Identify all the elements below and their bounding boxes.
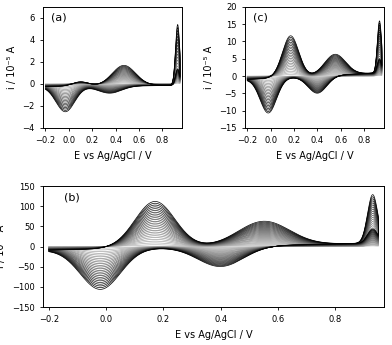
Text: (b): (b) (64, 192, 79, 202)
X-axis label: E vs Ag/AgCl / V: E vs Ag/AgCl / V (276, 151, 353, 161)
Y-axis label: i / 10⁻⁶ A: i / 10⁻⁶ A (0, 225, 7, 268)
Y-axis label: i / 10⁻⁵ A: i / 10⁻⁵ A (203, 46, 214, 89)
X-axis label: E vs Ag/AgCl / V: E vs Ag/AgCl / V (175, 330, 252, 340)
Text: (a): (a) (51, 13, 67, 23)
Text: (c): (c) (253, 13, 268, 23)
X-axis label: E vs Ag/AgCl / V: E vs Ag/AgCl / V (74, 151, 152, 161)
Y-axis label: i / 10⁻⁵ A: i / 10⁻⁵ A (7, 46, 17, 89)
